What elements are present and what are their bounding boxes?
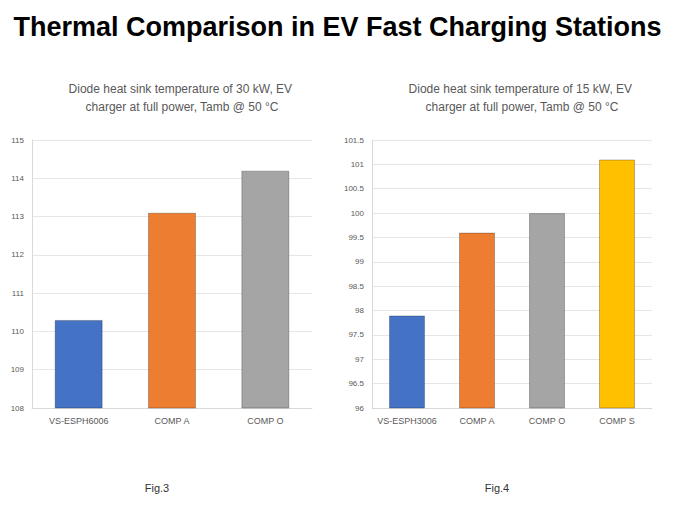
svg-text:101.5: 101.5 — [344, 136, 365, 145]
svg-text:114: 114 — [11, 174, 24, 183]
svg-text:100: 100 — [351, 209, 365, 218]
svg-text:VS-ESPH3006: VS-ESPH3006 — [377, 416, 437, 426]
svg-text:charger at full power, Tamb @: charger at full power, Tamb @ 50 °C — [426, 100, 619, 114]
svg-text:111: 111 — [12, 289, 25, 298]
svg-text:Fig.3: Fig.3 — [145, 482, 169, 494]
svg-text:98.5: 98.5 — [348, 282, 364, 291]
svg-text:COMP O: COMP O — [247, 416, 283, 426]
svg-text:COMP A: COMP A — [155, 416, 190, 426]
svg-text:99.5: 99.5 — [348, 233, 364, 242]
svg-text:COMP O: COMP O — [529, 416, 565, 426]
svg-text:97: 97 — [355, 355, 364, 364]
svg-text:113: 113 — [11, 212, 24, 221]
svg-text:Diode heat sink temperature of: Diode heat sink temperature of 30 kW, EV — [69, 82, 296, 96]
svg-text:112: 112 — [11, 250, 24, 259]
svg-text:COMP S: COMP S — [599, 416, 634, 426]
svg-text:96: 96 — [355, 404, 364, 413]
svg-text:100.5: 100.5 — [344, 184, 365, 193]
svg-text:97.5: 97.5 — [348, 330, 364, 339]
svg-text:96.5: 96.5 — [348, 379, 364, 388]
svg-text:109: 109 — [11, 365, 25, 374]
svg-text:VS-ESPH6006: VS-ESPH6006 — [49, 416, 109, 426]
svg-text:Thermal Comparison in EV Fast: Thermal Comparison in EV Fast Charging S… — [13, 12, 661, 42]
svg-text:Diode heat sink temperature of: Diode heat sink temperature of 15 kW, EV — [409, 82, 636, 96]
svg-text:115: 115 — [11, 136, 24, 145]
svg-text:99: 99 — [355, 257, 364, 266]
svg-text:98: 98 — [355, 306, 364, 315]
svg-text:108: 108 — [11, 404, 25, 413]
svg-text:COMP A: COMP A — [460, 416, 495, 426]
svg-text:101: 101 — [351, 160, 365, 169]
svg-text:110: 110 — [11, 327, 24, 336]
svg-text:charger at full power, Tamb @: charger at full power, Tamb @ 50 °C — [86, 100, 279, 114]
svg-text:Fig.4: Fig.4 — [485, 482, 509, 494]
